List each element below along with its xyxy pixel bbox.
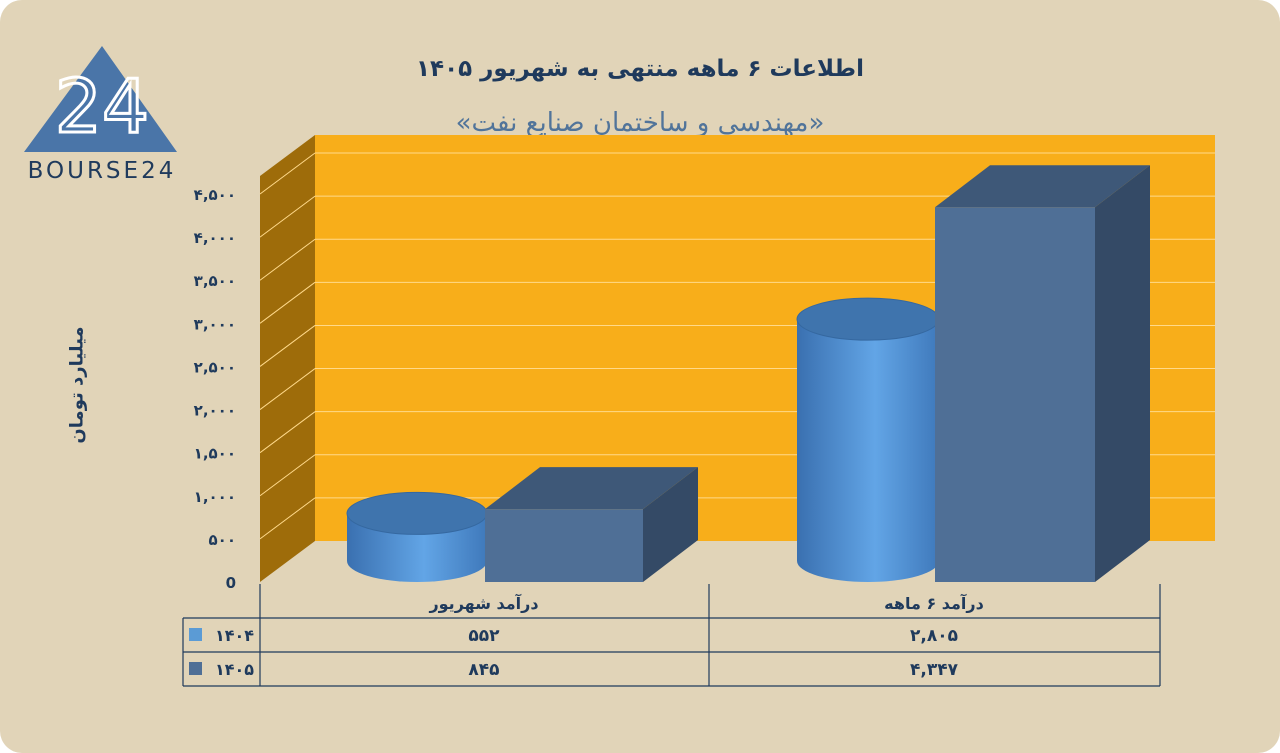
gridline-side xyxy=(259,238,316,281)
bar-1405-box-front xyxy=(935,207,1095,582)
y-tick-label: ۴,۰۰۰ xyxy=(194,229,236,247)
y-tick-label: ۱,۰۰۰ xyxy=(194,488,236,506)
y-axis: 0 ۵۰۰ ۱,۰۰۰ ۱,۵۰۰ ۲,۰۰۰ ۲,۵۰۰ ۳,۰۰۰ ۳,۵۰۰ ۴,۰۰۰ ۴… xyxy=(194,186,236,592)
plot-side-wall xyxy=(260,135,315,582)
logo-mark: 24 xyxy=(55,64,149,150)
data-value-label: ۴,۳۴۷ xyxy=(910,660,959,680)
y-tick-label: ۵۰۰ xyxy=(209,531,236,549)
gridline-side xyxy=(259,325,316,367)
bourse24-logo: 24 BOURSE24 xyxy=(24,46,177,184)
bar-1405-box-side xyxy=(643,467,698,582)
y-tick-label: ۲,۵۰۰ xyxy=(194,358,236,376)
bar-1404-cylinder-top xyxy=(346,491,488,535)
gridline-side xyxy=(259,195,316,238)
logo-text: BOURSE24 xyxy=(28,158,177,184)
y-tick-label: ۱,۵۰۰ xyxy=(194,445,236,463)
bar-1405-box-side xyxy=(1095,165,1150,582)
y-tick-label: 0 xyxy=(226,574,236,592)
data-table: درآمد شهریور درآمد ۶ ماهه ۱۴۰۴ ۵۵۲ ۲,۸۰۵ ۱۴۰۵… xyxy=(182,584,1161,687)
data-value-label: ۵۵۲ xyxy=(468,626,500,646)
bar-1404-cylinder-body xyxy=(797,319,939,582)
category-label: درآمد شهریور xyxy=(428,593,538,613)
gridline-side xyxy=(259,454,316,497)
bars xyxy=(346,165,1150,582)
gridline-side xyxy=(259,368,316,410)
data-value-label: ۲,۸۰۵ xyxy=(910,626,958,646)
gridline-side xyxy=(259,152,316,195)
legend-series-name: ۱۴۰۴ xyxy=(215,626,254,645)
y-tick-label: ۴,۵۰۰ xyxy=(194,186,236,204)
legend-swatch-1 xyxy=(189,662,202,675)
bar-1405-box-front xyxy=(485,509,643,582)
bar-1404-cylinder-top xyxy=(796,297,940,341)
data-value-label: ۸۴۵ xyxy=(468,660,499,680)
y-tick-label: ۳,۰۰۰ xyxy=(194,315,236,333)
legend-series-name: ۱۴۰۵ xyxy=(215,660,254,679)
chart-title: اطلاعات ۶ ماهه منتهی به شهریور ۱۴۰۵ xyxy=(416,56,864,82)
y-tick-label: ۳,۵۰۰ xyxy=(194,272,236,290)
gridline-side xyxy=(259,411,316,454)
category-label: درآمد ۶ ماهه xyxy=(884,593,984,613)
y-tick-label: ۲,۰۰۰ xyxy=(194,402,236,420)
gridline-side xyxy=(259,281,316,324)
bar-1405-box-top xyxy=(485,467,698,510)
bar-1405-box-top xyxy=(935,165,1150,208)
logo-triangle xyxy=(24,46,177,152)
chart-subtitle: «مهندسی و ساختمان صنایع نفت» xyxy=(455,108,825,138)
legend-swatch-0 xyxy=(189,628,202,641)
gridline-side xyxy=(259,497,316,540)
